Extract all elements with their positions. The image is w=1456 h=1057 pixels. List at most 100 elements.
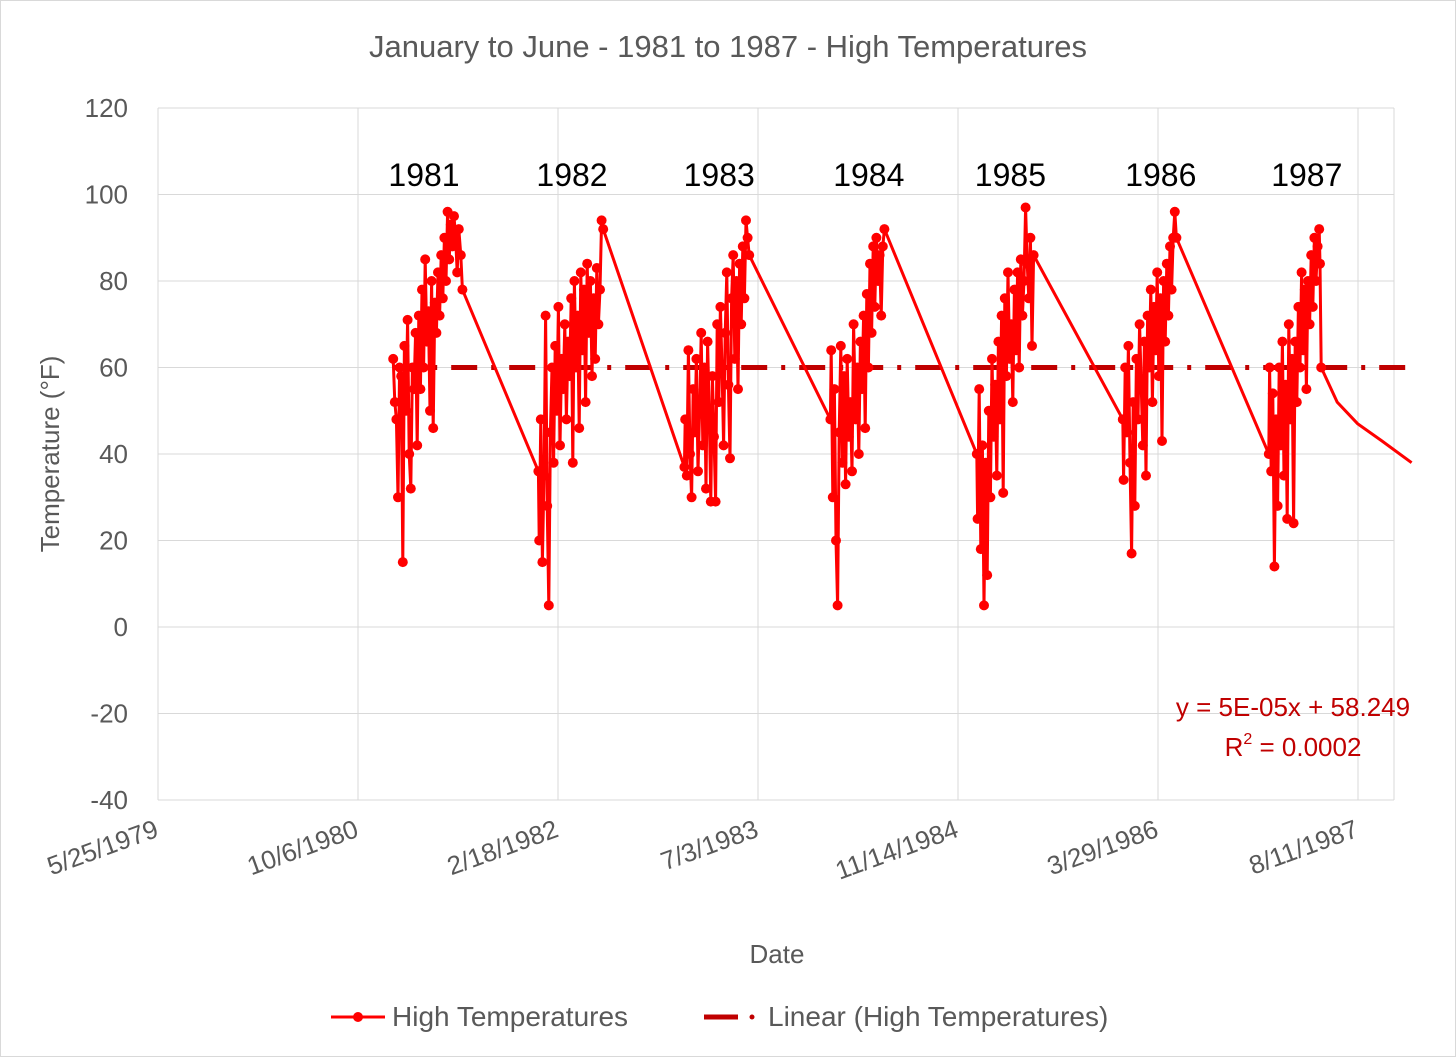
- series-marker: [1157, 436, 1167, 446]
- series-marker: [407, 362, 418, 373]
- series-marker: [840, 479, 851, 490]
- y-tick-label: 80: [99, 266, 128, 296]
- series-marker: [447, 241, 458, 252]
- series-marker: [975, 544, 986, 555]
- x-tick-labels: 5/25/1979 10/6/1980 2/18/1982 7/3/1983 11/14…: [43, 813, 1362, 885]
- series-marker: [1145, 284, 1156, 295]
- grid-layer: [157, 107, 1395, 801]
- y-tick-labels: -40 -20 0 20 40 60 80 100 120: [85, 93, 128, 815]
- series-marker: [868, 241, 879, 252]
- x-tick-label: 8/11/1987: [1245, 813, 1362, 880]
- series-marker: [1315, 258, 1325, 269]
- series-marker: [564, 371, 575, 382]
- series-marker: [1309, 232, 1320, 243]
- series-marker: [566, 293, 577, 304]
- series-marker: [829, 384, 840, 395]
- series-marker: [1307, 301, 1318, 312]
- series-marker: [725, 453, 735, 464]
- series-marker: [410, 327, 421, 338]
- year-label: 1981: [388, 157, 459, 193]
- legend-label-linear: Linear (High Temperatures): [768, 1001, 1108, 1032]
- series-marker: [1155, 293, 1166, 304]
- y-axis-title: Temperature (°F): [35, 356, 65, 553]
- series-marker: [550, 340, 561, 351]
- year-label: 1987: [1271, 157, 1342, 193]
- series-marker: [431, 327, 442, 338]
- series-marker: [744, 250, 755, 261]
- series-marker: [572, 310, 583, 321]
- series-marker: [543, 600, 554, 611]
- series-marker: [876, 310, 887, 321]
- series-marker: [1017, 310, 1028, 321]
- series-marker: [436, 250, 447, 261]
- series-marker: [1272, 500, 1283, 511]
- y-tick-label: 100: [85, 180, 128, 210]
- series-marker: [535, 414, 546, 425]
- series-marker: [555, 440, 565, 451]
- series-marker: [1299, 284, 1310, 295]
- series-marker: [551, 405, 562, 416]
- series-marker: [679, 462, 690, 472]
- series-marker: [696, 327, 707, 338]
- series-marker: [1028, 250, 1039, 261]
- series-marker: [1279, 470, 1289, 481]
- year-label: 1984: [833, 157, 904, 193]
- series-marker: [1121, 427, 1132, 438]
- series-marker: [548, 457, 559, 468]
- series-marker: [1006, 319, 1017, 330]
- series-marker: [987, 353, 997, 364]
- series-marker: [428, 423, 439, 434]
- series-marker: [852, 362, 863, 373]
- series-marker: [1022, 258, 1033, 269]
- series-marker: [742, 232, 753, 243]
- series-marker: [537, 557, 548, 568]
- series-marker: [563, 336, 573, 347]
- series-marker: [993, 336, 1004, 347]
- series-marker: [444, 254, 455, 265]
- y-tick-label: 20: [99, 526, 128, 556]
- series-marker: [415, 384, 426, 395]
- y-tick-label: 0: [114, 612, 128, 642]
- series-marker: [686, 492, 697, 503]
- series-marker: [588, 293, 599, 304]
- series-marker: [567, 457, 578, 468]
- series-marker: [577, 345, 588, 356]
- series-marker: [401, 405, 411, 416]
- series-marker: [389, 397, 400, 408]
- series-marker: [455, 250, 466, 261]
- series-marker: [405, 483, 416, 494]
- series-marker: [542, 500, 553, 511]
- legend-swatch-marker: [353, 1012, 363, 1022]
- series-marker: [534, 535, 545, 546]
- series-marker: [707, 371, 718, 382]
- series-marker: [720, 327, 731, 338]
- series-marker: [413, 310, 424, 321]
- series-marker: [1027, 340, 1037, 351]
- series-marker: [847, 466, 857, 477]
- series-marker: [877, 241, 888, 252]
- series-marker: [996, 310, 1007, 321]
- series-marker: [450, 232, 461, 243]
- series-marker: [1161, 258, 1172, 269]
- series-marker: [1283, 319, 1294, 330]
- series-marker: [590, 353, 601, 364]
- series-marker: [855, 336, 866, 347]
- series-marker: [391, 414, 402, 425]
- series-marker: [587, 371, 597, 382]
- chart-title: January to June - 1981 to 1987 - High Te…: [369, 29, 1087, 64]
- legend-item-linear: Linear (High Temperatures): [704, 1001, 1108, 1032]
- series-marker: [1147, 397, 1158, 408]
- series-marker: [998, 487, 1009, 498]
- x-tick-label: 5/25/1979: [43, 813, 162, 881]
- series-marker: [736, 319, 747, 330]
- series-marker: [702, 336, 713, 347]
- series-marker: [1314, 224, 1325, 235]
- series-marker: [1012, 267, 1023, 278]
- series-marker: [988, 431, 999, 442]
- series-marker: [1264, 362, 1275, 373]
- series-marker: [418, 362, 429, 373]
- series-layer: [388, 202, 1413, 611]
- series-marker: [825, 414, 836, 425]
- x-tick-label: 3/29/1986: [1043, 813, 1162, 881]
